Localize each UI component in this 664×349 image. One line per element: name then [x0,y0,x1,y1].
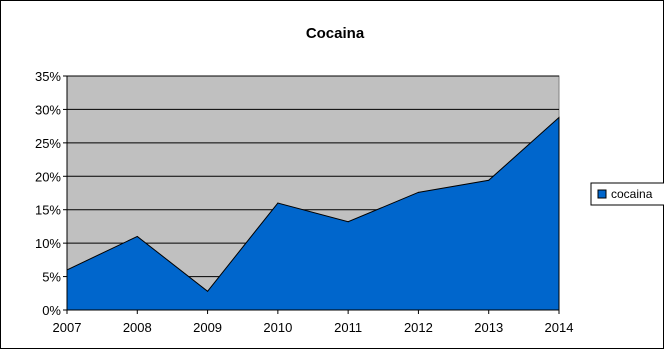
x-tick-label: 2014 [545,320,574,335]
x-axis: 2007 2008 2009 2010 2011 2012 2013 2014 [53,310,574,335]
x-tick-label: 2010 [263,320,292,335]
data-point [488,179,490,181]
data-point [136,235,138,237]
y-tick-label: 20% [35,169,61,184]
data-point [207,290,209,292]
data-point [277,202,279,204]
y-tick-label: 35% [35,69,61,84]
data-point [558,116,560,118]
x-tick-label: 2009 [193,320,222,335]
y-tick-label: 10% [35,236,61,251]
y-tick-label: 25% [35,136,61,151]
data-point [417,191,419,193]
legend-label: cocaina [611,187,653,201]
x-tick-label: 2011 [334,320,362,335]
x-tick-label: 2008 [123,320,152,335]
y-tick-label: 0% [42,303,61,318]
x-tick-label: 2013 [474,320,503,335]
legend-swatch [597,189,607,199]
x-tick-label: 2012 [404,320,433,335]
y-tick-label: 15% [35,203,61,218]
data-point [66,269,68,271]
data-point [347,221,349,223]
chart-title: Cocaina [306,25,365,42]
y-axis: 0% 5% 10% 15% 20% 25% 30% 35% [35,69,67,318]
x-tick-label: 2007 [53,320,82,335]
y-tick-label: 5% [42,270,61,285]
legend-box [590,182,664,206]
y-tick-label: 30% [35,102,61,117]
legend: cocaina [590,182,664,206]
